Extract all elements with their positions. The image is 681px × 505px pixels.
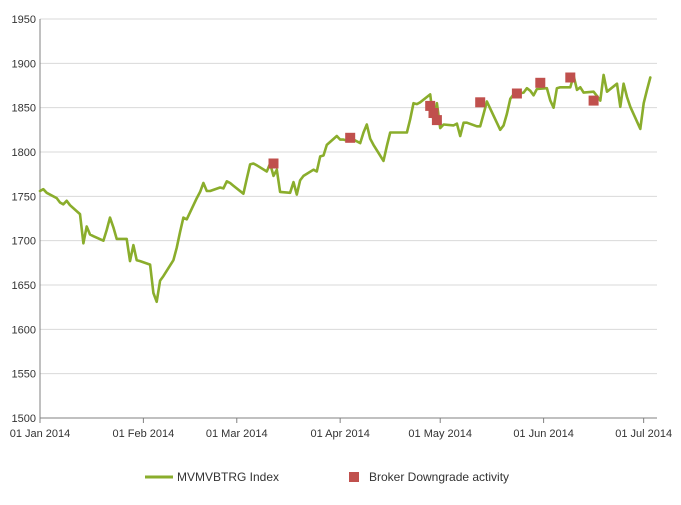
legend: MVMVBTRG Index Broker Downgrade activity xyxy=(145,470,509,484)
downgrade-marker xyxy=(428,108,439,118)
legend-label-downgrade: Broker Downgrade activity xyxy=(369,470,509,484)
x-tick-label: 01 Feb 2014 xyxy=(112,428,174,440)
axes xyxy=(39,19,657,419)
x-tick-label: 01 Apr 2014 xyxy=(310,428,369,440)
y-tick-label: 1900 xyxy=(12,58,36,70)
downgrade-marker xyxy=(565,72,576,83)
x-tick-label: 01 Jan 2014 xyxy=(10,428,71,440)
downgrade-marker xyxy=(475,97,486,108)
x-tick-label: 01 Jul 2014 xyxy=(615,428,672,440)
y-tick-label: 1800 xyxy=(12,147,36,159)
downgrade-marker xyxy=(588,95,599,106)
y-tick-label: 1550 xyxy=(12,369,36,381)
series-line-mvmvbtrg xyxy=(38,73,652,304)
y-tick-label: 1850 xyxy=(12,103,36,115)
y-tick-label: 1750 xyxy=(12,191,36,203)
y-tick-label: 1650 xyxy=(12,280,36,292)
gridlines xyxy=(40,18,657,375)
x-tick-label: 01 May 2014 xyxy=(408,428,472,440)
y-tick-label: 1700 xyxy=(12,236,36,248)
y-tick-label: 1600 xyxy=(12,324,36,336)
downgrade-marker xyxy=(268,158,279,169)
legend-marker-swatch xyxy=(349,472,359,482)
marker-layer xyxy=(268,72,599,169)
x-tick-label: 01 Mar 2014 xyxy=(206,428,268,440)
downgrade-marker xyxy=(511,88,522,99)
series-layer xyxy=(38,73,652,304)
downgrade-marker xyxy=(425,100,436,111)
y-axis-ticks: 1500 1550 1600 1650 1700 1750 1800 1850 1900 1950 xyxy=(12,14,36,425)
legend-label-index: MVMVBTRG Index xyxy=(177,470,279,484)
downgrade-marker xyxy=(345,132,356,143)
downgrade-marker xyxy=(535,77,546,88)
x-axis-ticks: 01 Jan 2014 01 Feb 2014 01 Mar 2014 01 Apr … xyxy=(10,418,672,440)
y-tick-label: 1950 xyxy=(12,14,36,26)
y-tick-label: 1500 xyxy=(12,413,36,425)
downgrade-marker xyxy=(431,115,442,126)
x-tick-label: 01 Jun 2014 xyxy=(513,428,574,440)
